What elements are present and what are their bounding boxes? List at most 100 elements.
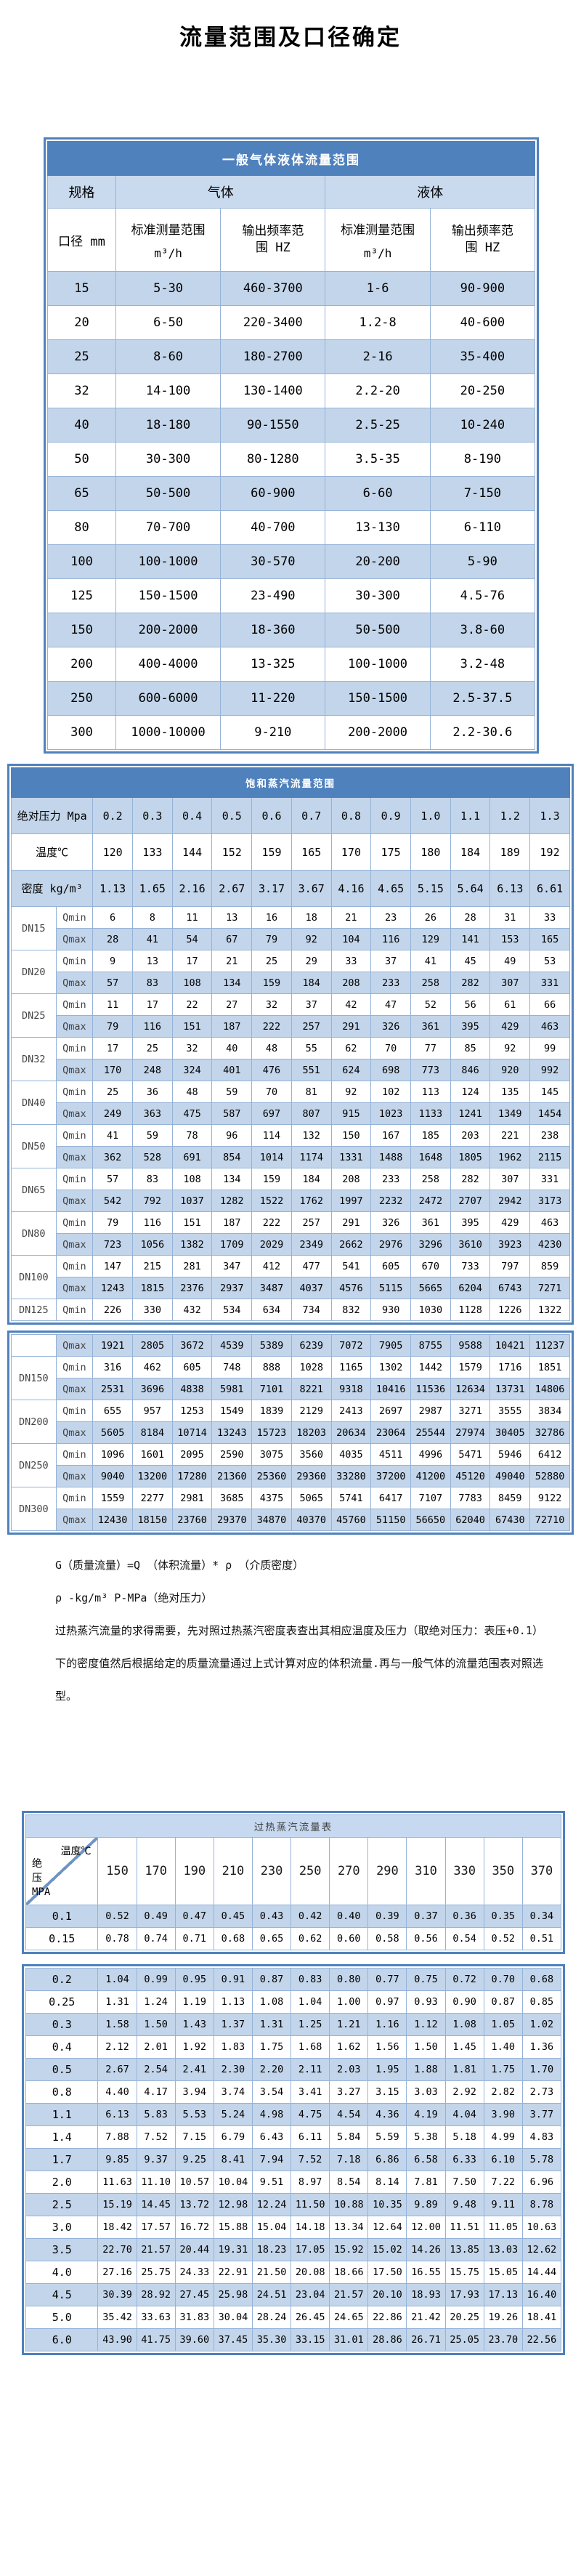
qmin-value: 135: [489, 1081, 531, 1103]
density-value: 1.04: [290, 1990, 330, 2014]
table-row: 65 50-500 60-900 6-60 7-150: [47, 476, 536, 511]
dn-label: DN32: [11, 1037, 57, 1081]
density-value: 43.90: [97, 2328, 137, 2351]
density-value: 7.88: [97, 2125, 137, 2149]
density-value: 22.91: [213, 2261, 253, 2284]
temperature-column-header: 190: [174, 1837, 214, 1905]
dn-label: DN50: [11, 1124, 57, 1168]
pressure-value: 0.4: [171, 797, 213, 834]
qmax-value: 3487: [251, 1277, 292, 1299]
qmin-value: 797: [489, 1255, 531, 1277]
qmin-value: 25: [131, 1037, 173, 1059]
temperature-column-header: 150: [97, 1837, 137, 1905]
table-cell: 9-210: [220, 715, 326, 750]
pressure-row-label: 0.5: [25, 2058, 99, 2081]
qmin-value: 3075: [251, 1443, 292, 1466]
density-value: 6.13: [97, 2103, 137, 2126]
table-row: DN80 Qmin 79 116 151 187 222 257 291 326 361 395 429…: [11, 1211, 570, 1256]
header-label: 标准测量范围: [341, 223, 415, 238]
qmin-value: 1322: [529, 1299, 570, 1321]
qmax-value: 2707: [450, 1190, 491, 1212]
table-cell: 11-220: [220, 681, 326, 716]
table-cell: 40-700: [220, 510, 326, 545]
table-row: 3.5 22.70 21.57 20.44 19.31 18.23 17.05 15.92 15…: [25, 2238, 562, 2261]
qmax-value: 551: [290, 1059, 332, 1081]
pressure-row-label: 5.0: [25, 2306, 99, 2329]
density-value: 1.13: [92, 870, 133, 907]
density-value: 5.83: [136, 2103, 176, 2126]
temperature-value: 159: [251, 833, 292, 871]
qmin-value: 32: [251, 993, 292, 1016]
density-value: 4.16: [330, 870, 372, 907]
table-row: 过热蒸汽流量表: [25, 1814, 561, 1838]
table-cell: 460-3700: [220, 271, 326, 306]
qmin-label: Qmin: [55, 1299, 94, 1321]
qmax-value: 25360: [251, 1465, 292, 1487]
qmax-value: 1349: [489, 1102, 531, 1125]
density-value: 26.45: [290, 2306, 330, 2329]
density-value: 6.96: [521, 2171, 562, 2194]
table-cell: 6-50: [115, 305, 222, 340]
density-value: 25.75: [136, 2261, 176, 2284]
qmin-value: 238: [529, 1124, 570, 1147]
qmax-value: 5389: [251, 1334, 292, 1357]
density-value: 2.30: [213, 2058, 253, 2081]
qmin-value: 208: [330, 1168, 372, 1190]
qmin-value: 185: [410, 1124, 451, 1147]
qmax-value: 362: [92, 1146, 133, 1168]
density-value: 6.33: [444, 2148, 484, 2171]
qmin-value: 17: [92, 1037, 133, 1059]
qmin-value: 167: [370, 1124, 412, 1147]
density-value: 1.68: [290, 2035, 330, 2059]
density-value: 0.74: [136, 1927, 176, 1950]
qmin-value: 25: [92, 1081, 133, 1103]
qmax-value: 23760: [171, 1509, 213, 1531]
qmin-value: 7107: [410, 1487, 451, 1509]
qmax-value: 249: [92, 1102, 133, 1125]
qmax-value: 401: [211, 1059, 253, 1081]
qmax-label: Qmax: [55, 1378, 94, 1400]
qmin-value: 11: [171, 906, 213, 929]
density-value: 0.75: [406, 1968, 446, 1991]
qmax-value: 587: [211, 1102, 253, 1125]
qmax-value: 624: [330, 1059, 372, 1081]
qmin-value: 83: [131, 1168, 173, 1190]
qmin-value: 70: [370, 1037, 412, 1059]
density-value: 0.77: [367, 1968, 407, 1991]
density-value: 2.01: [136, 2035, 176, 2059]
qmax-value: 3923: [489, 1233, 531, 1256]
density-value: 0.49: [136, 1905, 176, 1928]
qmax-label: Qmax: [55, 1509, 94, 1531]
density-value: 5.59: [367, 2125, 407, 2149]
density-value: 2.67: [211, 870, 253, 907]
qmin-value: 5471: [450, 1443, 491, 1466]
table-cell: 90-900: [429, 271, 536, 306]
qmax-value: 187: [211, 1015, 253, 1038]
qmin-value: 1226: [489, 1299, 531, 1321]
density-value: 19.31: [213, 2238, 253, 2261]
density-value: 21.57: [136, 2238, 176, 2261]
qmin-value: 215: [131, 1255, 173, 1277]
pressure-row-label: 0.25: [25, 1990, 99, 2014]
qmax-value: 723: [92, 1233, 133, 1256]
pressure-value: 0.7: [290, 797, 332, 834]
table-cell: 3.5-35: [325, 442, 431, 477]
temperature-column-header: 270: [329, 1837, 369, 1905]
qmin-value: 52: [410, 993, 451, 1016]
qmin-value: 534: [211, 1299, 253, 1321]
table-row: 20 6-50 220-3400 1.2-8 40-600: [47, 305, 536, 340]
table-cell: 14-100: [115, 374, 222, 408]
qmax-value: 67430: [489, 1509, 531, 1531]
density-value: 13.85: [444, 2238, 484, 2261]
table-row: 25 8-60 180-2700 2-16 35-400: [47, 339, 536, 374]
density-value: 1.24: [136, 1990, 176, 2014]
table-row: 15 5-30 460-3700 1-6 90-900: [47, 271, 536, 306]
table-row: 0.15 0.78 0.74 0.71 0.68 0.65 0.62 0.60 0.58 0.56…: [25, 1927, 562, 1950]
density-value: 21.57: [329, 2283, 369, 2306]
table-row: Qmax 723 1056 1382 1709 2029 2349 2662 2976 3296 3…: [12, 1233, 570, 1256]
density-value: 1.40: [483, 2035, 523, 2059]
qmax-value: 1331: [330, 1146, 372, 1168]
qmax-value: 1488: [370, 1146, 412, 1168]
density-value: 1.12: [406, 2013, 446, 2036]
corner-pressure-label: 绝压 MPA: [32, 1858, 51, 1899]
